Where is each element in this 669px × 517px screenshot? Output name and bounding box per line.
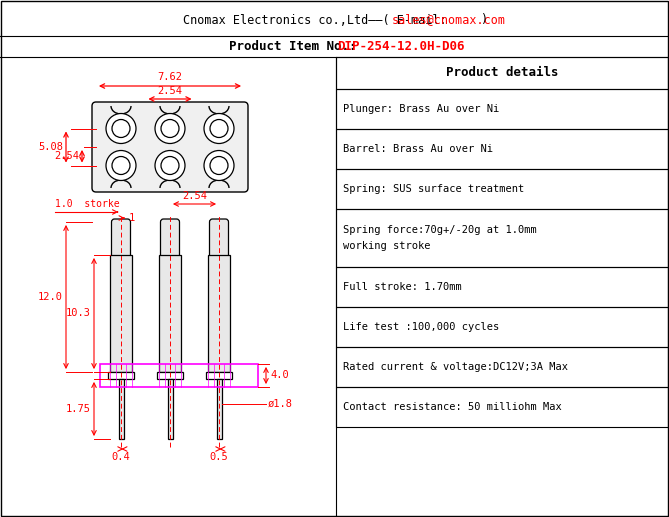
Text: Plunger: Brass Au over Ni: Plunger: Brass Au over Ni [343, 104, 499, 114]
Text: ): ) [480, 13, 487, 26]
Text: 1.75: 1.75 [66, 404, 91, 414]
FancyBboxPatch shape [161, 219, 179, 258]
Bar [336, 307, 668, 347]
Text: 2.54: 2.54 [54, 151, 79, 161]
Bar [336, 169, 668, 209]
Bar [118, 379, 124, 439]
Bar [336, 387, 668, 427]
Text: 0.5: 0.5 [209, 452, 228, 462]
Text: Spring force:70g+/-20g at 1.0mm: Spring force:70g+/-20g at 1.0mm [343, 225, 537, 235]
Text: Rated current & voltage:DC12V;3A Max: Rated current & voltage:DC12V;3A Max [343, 362, 568, 372]
Bar [208, 255, 230, 372]
Text: 0.4: 0.4 [112, 452, 130, 462]
Text: Product Item No.:: Product Item No.: [229, 40, 364, 53]
Bar [108, 372, 134, 379]
Text: working stroke: working stroke [343, 241, 430, 251]
Circle shape [204, 114, 234, 144]
Text: Full stroke: 1.70mm: Full stroke: 1.70mm [343, 282, 462, 292]
Text: Contact resistance: 50 milliohm Max: Contact resistance: 50 milliohm Max [343, 402, 562, 412]
Bar [217, 379, 221, 439]
Text: ø1.8: ø1.8 [268, 399, 293, 409]
Bar [336, 267, 668, 307]
FancyBboxPatch shape [112, 219, 130, 258]
Bar [159, 255, 181, 372]
Bar [336, 129, 668, 169]
Text: DIP-254-12.0H-D06: DIP-254-12.0H-D06 [337, 40, 464, 53]
Text: 1.0  storke: 1.0 storke [55, 199, 120, 209]
Text: 2.54: 2.54 [182, 191, 207, 201]
Bar [157, 372, 183, 379]
Text: Life test :100,000 cycles: Life test :100,000 cycles [343, 322, 499, 332]
FancyBboxPatch shape [209, 219, 229, 258]
Circle shape [204, 150, 234, 180]
Bar [100, 364, 258, 387]
Circle shape [155, 150, 185, 180]
Text: 1: 1 [128, 213, 134, 223]
Bar [336, 209, 668, 267]
Text: Product details: Product details [446, 67, 558, 80]
Text: 2.54: 2.54 [157, 86, 183, 96]
Bar [336, 347, 668, 387]
Text: 5.08: 5.08 [38, 142, 63, 152]
Bar [110, 255, 132, 372]
Text: Cnomax Electronics co.,Ltd——( E-mail:: Cnomax Electronics co.,Ltd——( E-mail: [183, 13, 454, 26]
Text: 4.0: 4.0 [270, 371, 289, 381]
Bar [167, 379, 173, 439]
Text: Barrel: Brass Au over Ni: Barrel: Brass Au over Ni [343, 144, 493, 154]
Text: 12.0: 12.0 [38, 292, 63, 302]
Text: 10.3: 10.3 [66, 309, 91, 318]
Circle shape [155, 114, 185, 144]
Bar [206, 372, 232, 379]
FancyBboxPatch shape [92, 102, 248, 192]
Text: sales@cnomax.com: sales@cnomax.com [392, 13, 506, 26]
Bar [336, 89, 668, 129]
Circle shape [106, 150, 136, 180]
Circle shape [106, 114, 136, 144]
Text: 7.62: 7.62 [157, 72, 183, 82]
Text: Spring: SUS surface treatment: Spring: SUS surface treatment [343, 184, 524, 194]
Bar [336, 57, 668, 89]
